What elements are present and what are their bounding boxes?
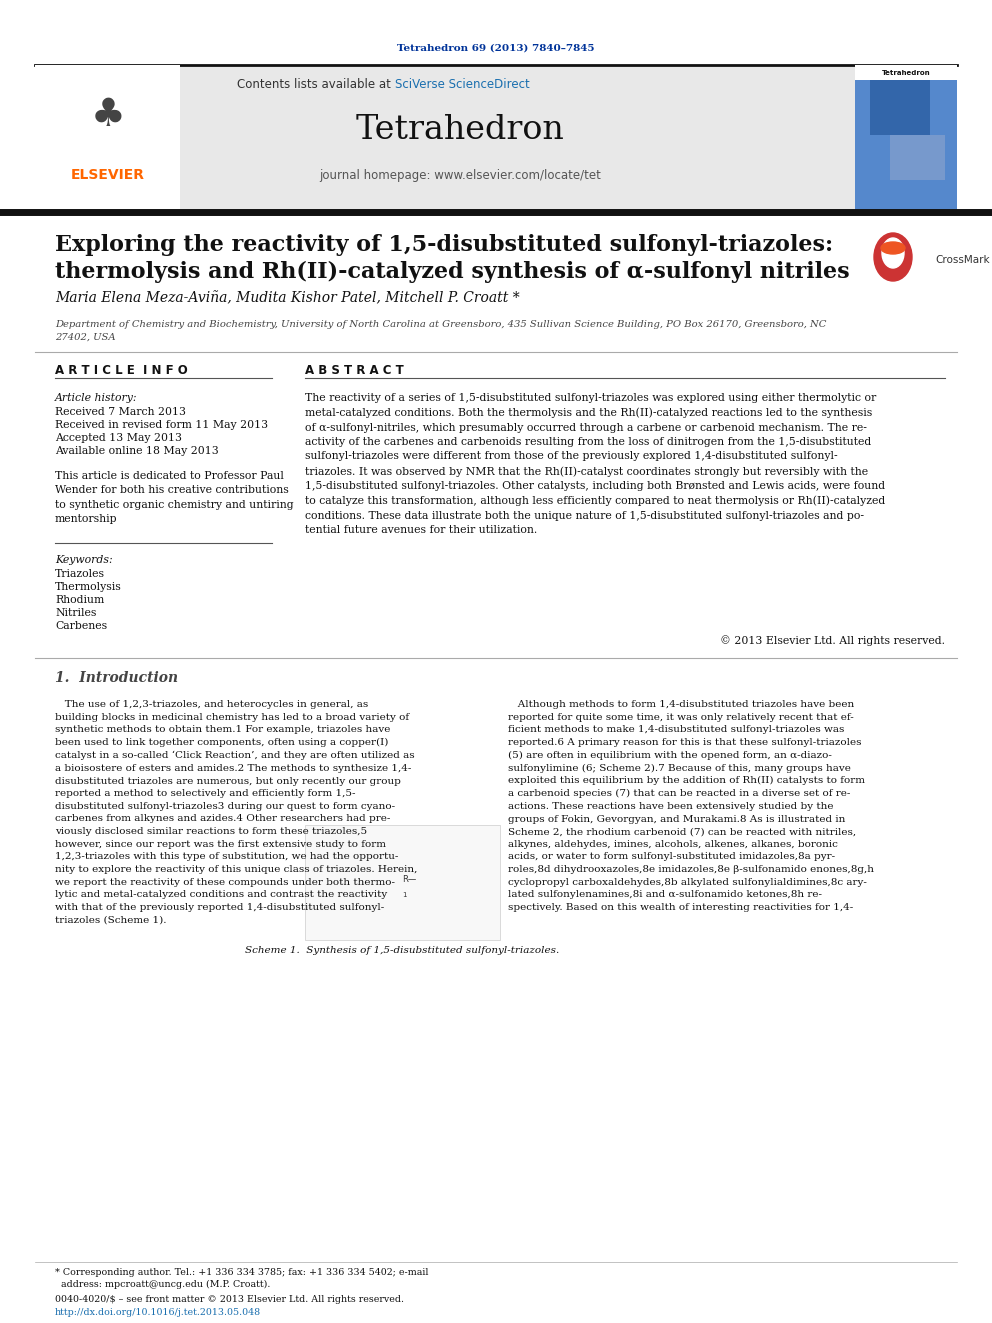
Text: A R T I C L E  I N F O: A R T I C L E I N F O (55, 364, 187, 377)
Ellipse shape (874, 233, 912, 280)
Text: ♣: ♣ (90, 97, 125, 134)
Bar (855, 65, 957, 79)
Text: Article history:: Article history: (55, 393, 138, 404)
Text: 1: 1 (402, 892, 407, 898)
Text: © 2013 Elsevier Ltd. All rights reserved.: © 2013 Elsevier Ltd. All rights reserved… (720, 635, 945, 646)
Text: CrossMark: CrossMark (935, 255, 990, 265)
Bar (305, 826, 500, 941)
Bar (35, 65, 180, 210)
Text: 0040-4020/$ – see front matter © 2013 Elsevier Ltd. All rights reserved.: 0040-4020/$ – see front matter © 2013 El… (55, 1295, 404, 1304)
Bar (35, 65, 855, 210)
Text: Department of Chemistry and Biochemistry, University of North Carolina at Greens: Department of Chemistry and Biochemistry… (55, 320, 826, 341)
Bar (870, 79, 930, 135)
Text: R—: R— (402, 876, 417, 885)
Text: Tetrahedron: Tetrahedron (882, 70, 930, 75)
Text: The reactivity of a series of 1,5-disubstituted sulfonyl-triazoles was explored : The reactivity of a series of 1,5-disubs… (305, 393, 885, 536)
Text: Keywords:: Keywords: (55, 556, 113, 565)
Bar (890, 135, 945, 180)
Text: Received 7 March 2013: Received 7 March 2013 (55, 407, 186, 417)
Text: journal homepage: www.elsevier.com/locate/tet: journal homepage: www.elsevier.com/locat… (319, 168, 601, 181)
Text: ELSEVIER: ELSEVIER (71, 168, 145, 183)
Text: Scheme 1.  Synthesis of 1,5-disubstituted sulfonyl-triazoles.: Scheme 1. Synthesis of 1,5-disubstituted… (245, 946, 559, 955)
Text: 1.  Introduction: 1. Introduction (55, 671, 179, 685)
Text: Triazoles: Triazoles (55, 569, 105, 579)
Ellipse shape (882, 238, 904, 269)
Text: Available online 18 May 2013: Available online 18 May 2013 (55, 446, 219, 456)
Text: Tetrahedron 69 (2013) 7840–7845: Tetrahedron 69 (2013) 7840–7845 (397, 44, 595, 53)
Text: Accepted 13 May 2013: Accepted 13 May 2013 (55, 433, 182, 443)
Text: Maria Elena Meza-Aviña, Mudita Kishor Patel, Mitchell P. Croatt *: Maria Elena Meza-Aviña, Mudita Kishor Pa… (55, 291, 520, 306)
Text: * Corresponding author. Tel.: +1 336 334 3785; fax: +1 336 334 5402; e-mail
  ad: * Corresponding author. Tel.: +1 336 334… (55, 1267, 429, 1289)
Text: The use of 1,2,3-triazoles, and heterocycles in general, as
building blocks in m: The use of 1,2,3-triazoles, and heterocy… (55, 700, 418, 925)
Text: Thermolysis: Thermolysis (55, 582, 122, 591)
Text: thermolysis and Rh(II)-catalyzed synthesis of α-sulfonyl nitriles: thermolysis and Rh(II)-catalyzed synthes… (55, 261, 849, 283)
Text: Although methods to form 1,4-disubstituted triazoles have been
reported for quit: Although methods to form 1,4-disubstitut… (508, 700, 874, 912)
Text: Tetrahedron: Tetrahedron (355, 114, 564, 146)
Text: Exploring the reactivity of 1,5-disubstituted sulfonyl-triazoles:: Exploring the reactivity of 1,5-disubsti… (55, 234, 833, 255)
Text: Received in revised form 11 May 2013: Received in revised form 11 May 2013 (55, 419, 268, 430)
Text: SciVerse ScienceDirect: SciVerse ScienceDirect (395, 78, 530, 91)
Text: This article is dedicated to Professor Paul
Wender for both his creative contrib: This article is dedicated to Professor P… (55, 471, 294, 524)
Text: A B S T R A C T: A B S T R A C T (305, 364, 404, 377)
Text: Contents lists available at: Contents lists available at (237, 78, 395, 91)
Text: http://dx.doi.org/10.1016/j.tet.2013.05.048: http://dx.doi.org/10.1016/j.tet.2013.05.… (55, 1308, 261, 1316)
Text: Rhodium: Rhodium (55, 595, 104, 605)
Text: Carbenes: Carbenes (55, 620, 107, 631)
Bar (855, 65, 957, 210)
Text: Nitriles: Nitriles (55, 609, 96, 618)
Ellipse shape (881, 242, 905, 254)
